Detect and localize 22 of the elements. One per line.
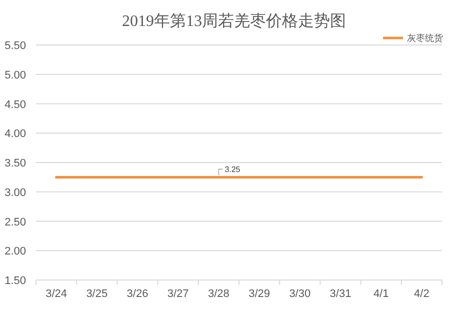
x-tick-label: 3/30: [289, 288, 311, 300]
y-tick-label: 4.00: [4, 128, 26, 140]
legend-label: 灰枣统货: [407, 33, 443, 43]
x-tick-label: 3/31: [330, 288, 352, 300]
y-tick-label: 2.00: [4, 246, 26, 258]
x-tick-label: 4/1: [373, 288, 389, 300]
data-label: 3.25: [224, 165, 241, 174]
x-tick-label: 3/27: [167, 288, 189, 300]
x-tick-label: 3/25: [86, 288, 108, 300]
y-tick-label: 4.50: [4, 98, 26, 111]
chart-title: 2019年第13周若羌枣价格走势图: [122, 12, 346, 30]
x-tick-label: 3/29: [248, 288, 270, 300]
x-tick-label: 3/26: [126, 288, 148, 300]
y-tick-label: 2.50: [4, 216, 26, 228]
y-tick-label: 5.50: [4, 40, 26, 52]
y-tick-label: 1.50: [4, 275, 26, 287]
x-tick-label: 3/24: [46, 288, 68, 300]
y-tick-label: 3.50: [4, 158, 26, 170]
y-tick-label: 5.00: [4, 69, 26, 82]
y-tick-label: 3.00: [4, 186, 26, 199]
x-tick-label: 3/28: [208, 288, 230, 300]
x-tick-label: 4/2: [414, 288, 430, 300]
